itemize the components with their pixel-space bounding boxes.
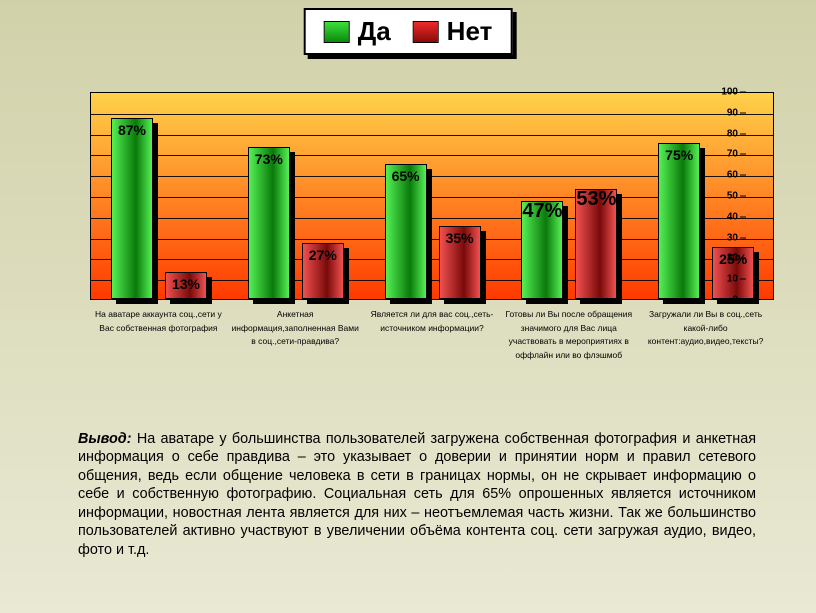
y-tick-mark — [740, 175, 746, 176]
bar-group: 47% 53% — [511, 93, 648, 299]
legend: Да Нет — [304, 8, 513, 55]
y-tick-label: 40 — [727, 211, 738, 222]
bar-value-label: 87% — [118, 122, 146, 138]
y-tick-mark — [740, 133, 746, 134]
legend-swatch-yes — [324, 21, 350, 43]
y-tick-label: 60 — [727, 170, 738, 181]
bar-group: 73% 27% — [238, 93, 375, 299]
bar-value-label: 53% — [576, 188, 616, 211]
conclusion-text: Вывод: На аватаре у большинства пользова… — [78, 430, 756, 559]
bar-group: 65% 35% — [375, 93, 512, 299]
conclusion-lead: Вывод: — [78, 431, 132, 447]
legend-item-yes: Да — [324, 16, 391, 47]
y-tick-mark — [740, 196, 746, 197]
bar-yes: 47% — [521, 201, 563, 299]
plot-area: 87%13%73%27%65%35%47%53%75%25% — [90, 92, 774, 300]
bar-no: 27% — [302, 243, 344, 299]
y-tick-label: 90 — [727, 107, 738, 118]
legend-swatch-no — [413, 21, 439, 43]
bar-yes: 87% — [111, 118, 153, 299]
y-tick-mark — [740, 92, 746, 93]
bar-value-label: 75% — [665, 147, 693, 163]
y-tick-label: 70 — [727, 149, 738, 160]
bar-no: 35% — [439, 226, 481, 299]
x-axis-label: Анкетная информация,заполненная Вами в с… — [227, 308, 364, 362]
legend-label-no: Нет — [447, 16, 493, 47]
bar-value-label: 13% — [172, 276, 200, 292]
y-tick-label: 30 — [727, 232, 738, 243]
x-axis-labels: На аватаре аккаунта соц.,сети у Вас собс… — [90, 308, 774, 362]
bar-value-label: 65% — [392, 168, 420, 184]
bar-value-label: 27% — [309, 247, 337, 263]
bar-yes: 75% — [658, 143, 700, 299]
y-tick-label: 20 — [727, 253, 738, 264]
bar-no: 53% — [575, 189, 617, 299]
y-tick-mark — [740, 279, 746, 280]
y-tick-label: 10 — [727, 274, 738, 285]
y-tick-label: 80 — [727, 128, 738, 139]
x-axis-label: Является ли для вас соц.,сеть-источником… — [364, 308, 501, 362]
x-axis-label: Загружали ли Вы в соц.,сеть какой-либо к… — [637, 308, 774, 362]
legend-label-yes: Да — [358, 16, 391, 47]
bar-group: 75%25% — [648, 93, 785, 299]
y-tick-label: 0 — [732, 295, 738, 306]
y-tick-mark — [740, 154, 746, 155]
y-tick-mark — [740, 112, 746, 113]
bar-chart: 87%13%73%27%65%35%47%53%75%25% 010203040… — [56, 82, 780, 312]
bar-no: 13% — [165, 272, 207, 299]
y-tick-mark — [740, 237, 746, 238]
bar-value-label: 47% — [522, 200, 562, 223]
bar-yes: 73% — [248, 147, 290, 299]
legend-item-no: Нет — [413, 16, 493, 47]
y-tick-label: 100 — [721, 87, 738, 98]
bar-yes: 65% — [385, 164, 427, 299]
y-tick-mark — [740, 258, 746, 259]
y-tick-mark — [740, 300, 746, 301]
y-tick-mark — [740, 216, 746, 217]
conclusion-body: На аватаре у большинства пользователей з… — [78, 431, 756, 558]
bar-value-label: 35% — [446, 230, 474, 246]
y-axis — [48, 92, 88, 300]
x-axis-label: На аватаре аккаунта соц.,сети у Вас собс… — [90, 308, 227, 362]
bar-value-label: 73% — [255, 151, 283, 167]
bar-group: 87% 13% — [101, 93, 238, 299]
y-tick-label: 50 — [727, 191, 738, 202]
x-axis-label: Готовы ли Вы после обращения значимого д… — [500, 308, 637, 362]
